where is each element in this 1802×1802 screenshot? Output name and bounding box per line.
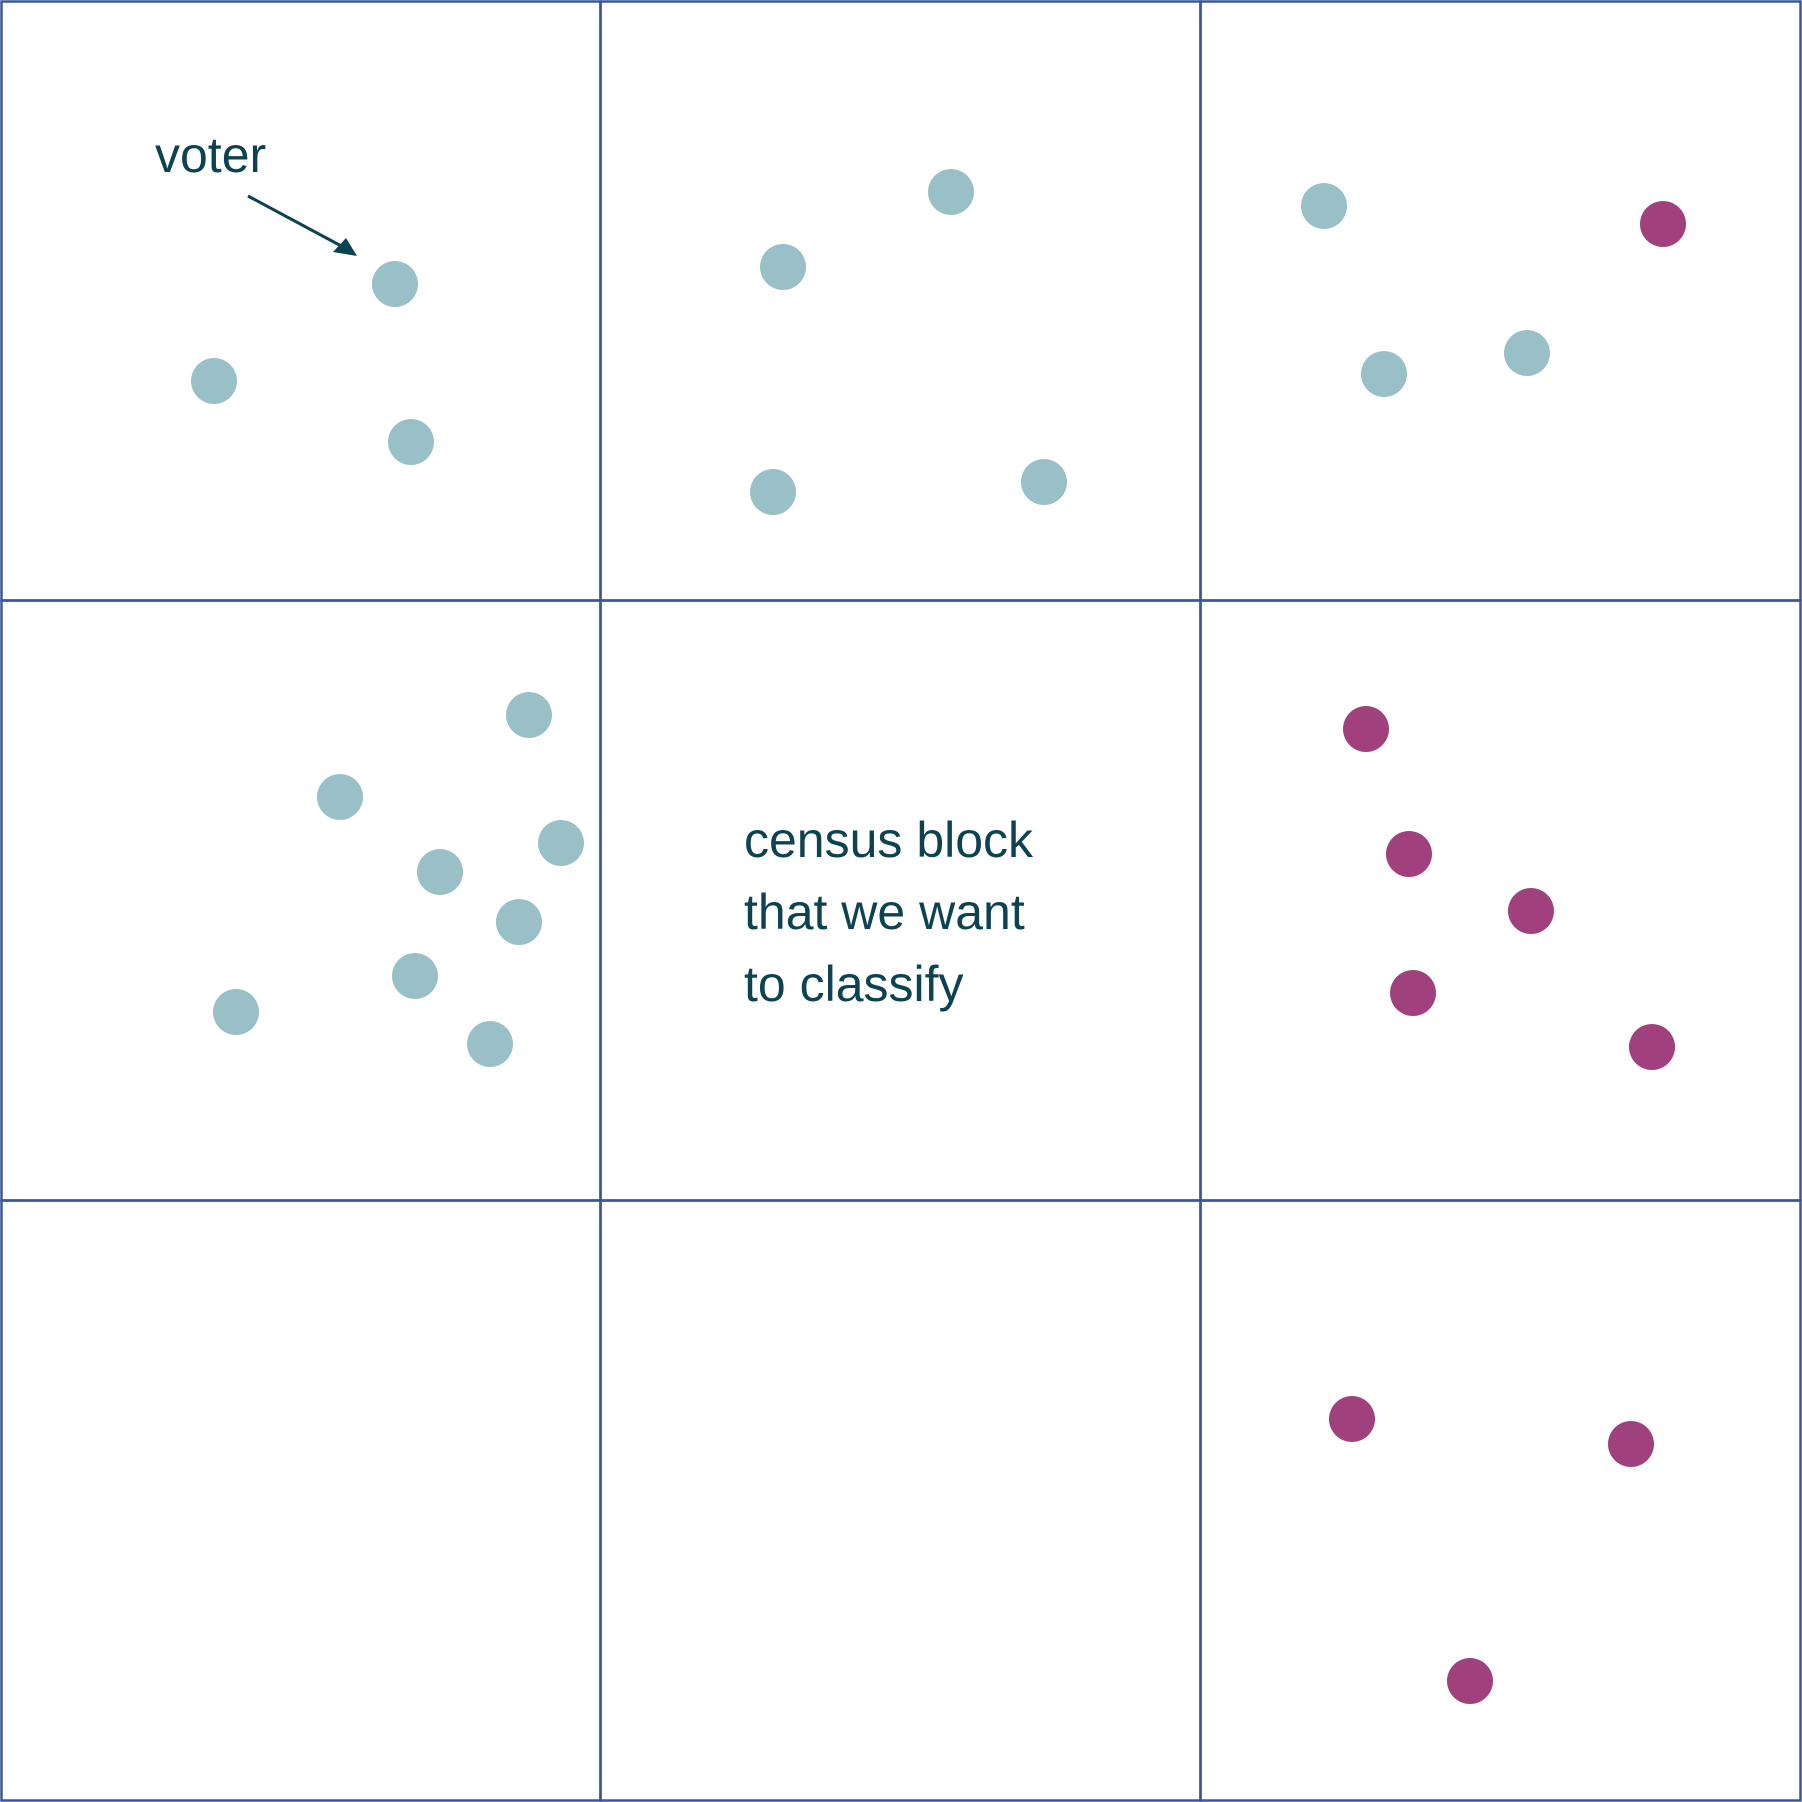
voter-dot-purple [1608,1421,1654,1467]
grid-cell-r2c1 [0,599,602,1202]
voter-dot-purple [1508,888,1554,934]
voter-dot-blue [538,820,584,866]
voter-dot-purple [1386,831,1432,877]
voter-dot-blue [191,358,237,404]
voter-dot-purple [1447,1658,1493,1704]
voter-dot-purple [1329,1396,1375,1442]
center-label-line-2: that we want [744,884,1025,940]
arrow-icon [247,194,357,256]
block-r1c1-voters [191,261,434,465]
voter-dot-blue [750,469,796,515]
voter-dot-blue [213,989,259,1035]
grid-cell-r3c3 [1199,1199,1802,1802]
block-r2c1-voters [213,692,584,1067]
center-label-line-3: to classify [744,956,964,1012]
grid-cell-r1c1 [0,0,602,602]
voter-dot-blue [1504,330,1550,376]
block-r1c3-voters [1301,183,1686,397]
voter-dot-purple [1629,1024,1675,1070]
voter-dot-blue [388,419,434,465]
voter-dot-blue [928,169,974,215]
voter-dot-blue [392,953,438,999]
voter-dot-blue [760,244,806,290]
center-block-label: census block that we want to classify [744,812,1034,1012]
voter-dot-blue [506,692,552,738]
grid-cell-r2c3 [1199,599,1802,1202]
voter-dot-blue [467,1021,513,1067]
voter-dot-purple [1343,706,1389,752]
center-label-line-1: census block [744,812,1034,868]
voter-dot-purple [1640,201,1686,247]
block-r2c3-voters [1343,706,1675,1070]
voter-dot-purple [1390,970,1436,1016]
grid-cell-r1c3 [1199,0,1802,602]
voter-dot-blue [1301,183,1347,229]
voter-label: voter [155,127,266,183]
grid-cell-r1c2 [599,0,1202,602]
voter-dot-blue [317,774,363,820]
grid-cell-r3c2 [599,1199,1202,1802]
voter-dot-blue [417,849,463,895]
voter-dot-blue [372,261,418,307]
block-r1c2-voters [750,169,1067,515]
grid-cell-r3c1 [0,1199,602,1802]
voter-dot-blue [496,899,542,945]
voter-dot-blue [1021,459,1067,505]
block-r3c3-voters [1329,1396,1654,1704]
voter-dot-blue [1361,351,1407,397]
